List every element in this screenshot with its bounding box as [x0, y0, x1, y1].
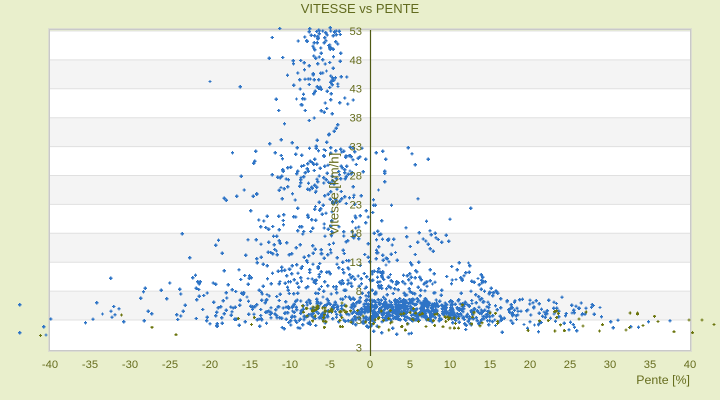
- svg-text:-30: -30: [122, 359, 138, 371]
- svg-text:13: 13: [350, 257, 362, 269]
- svg-text:3: 3: [356, 343, 362, 355]
- svg-text:18: 18: [350, 228, 362, 240]
- svg-text:-40: -40: [42, 359, 58, 371]
- svg-text:30: 30: [604, 359, 616, 371]
- svg-text:35: 35: [644, 359, 656, 371]
- svg-text:Vitesse [km/h]: Vitesse [km/h]: [327, 153, 342, 236]
- svg-text:43: 43: [350, 84, 362, 96]
- svg-text:40: 40: [684, 359, 696, 371]
- svg-text:3: 3: [356, 315, 362, 327]
- svg-text:33: 33: [350, 142, 362, 154]
- svg-text:-15: -15: [242, 359, 258, 371]
- svg-text:23: 23: [350, 199, 362, 211]
- svg-text:-35: -35: [82, 359, 98, 371]
- svg-text:-25: -25: [162, 359, 178, 371]
- svg-text:48: 48: [350, 55, 362, 67]
- svg-text:-10: -10: [282, 359, 298, 371]
- svg-text:5: 5: [407, 359, 413, 371]
- svg-text:20: 20: [524, 359, 536, 371]
- svg-text:28: 28: [350, 170, 362, 182]
- svg-text:-5: -5: [325, 359, 335, 371]
- svg-text:25: 25: [564, 359, 576, 371]
- svg-text:Pente [%]: Pente [%]: [636, 373, 690, 387]
- svg-text:38: 38: [350, 113, 362, 125]
- svg-text:8: 8: [356, 286, 362, 298]
- svg-text:VITESSE vs PENTE: VITESSE vs PENTE: [301, 1, 420, 16]
- svg-text:-20: -20: [202, 359, 218, 371]
- svg-text:53: 53: [350, 26, 362, 38]
- svg-text:0: 0: [367, 359, 373, 371]
- svg-text:10: 10: [444, 359, 456, 371]
- svg-text:15: 15: [484, 359, 496, 371]
